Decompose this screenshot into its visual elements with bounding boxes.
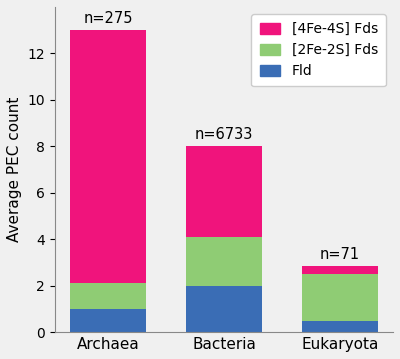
Bar <box>70 30 146 283</box>
Bar <box>186 237 262 286</box>
Bar <box>186 286 262 332</box>
Bar <box>70 309 146 332</box>
Y-axis label: Average PEC count: Average PEC count <box>7 97 22 242</box>
Text: n=6733: n=6733 <box>195 127 253 142</box>
Bar <box>186 146 262 237</box>
Text: n=71: n=71 <box>320 247 360 262</box>
Bar <box>302 274 378 321</box>
Bar <box>302 321 378 332</box>
Bar <box>70 283 146 309</box>
Text: n=275: n=275 <box>83 11 133 26</box>
Bar <box>302 266 378 274</box>
Legend: [4Fe-4S] Fds, [2Fe-2S] Fds, Fld: [4Fe-4S] Fds, [2Fe-2S] Fds, Fld <box>251 14 386 87</box>
